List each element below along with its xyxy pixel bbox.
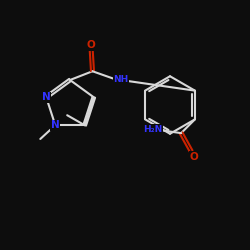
Text: H₂N: H₂N [144,125,163,134]
Text: N: N [42,92,50,102]
Text: O: O [87,40,96,50]
Text: O: O [189,152,198,162]
Text: N: N [51,120,60,130]
Text: NH: NH [113,76,128,84]
